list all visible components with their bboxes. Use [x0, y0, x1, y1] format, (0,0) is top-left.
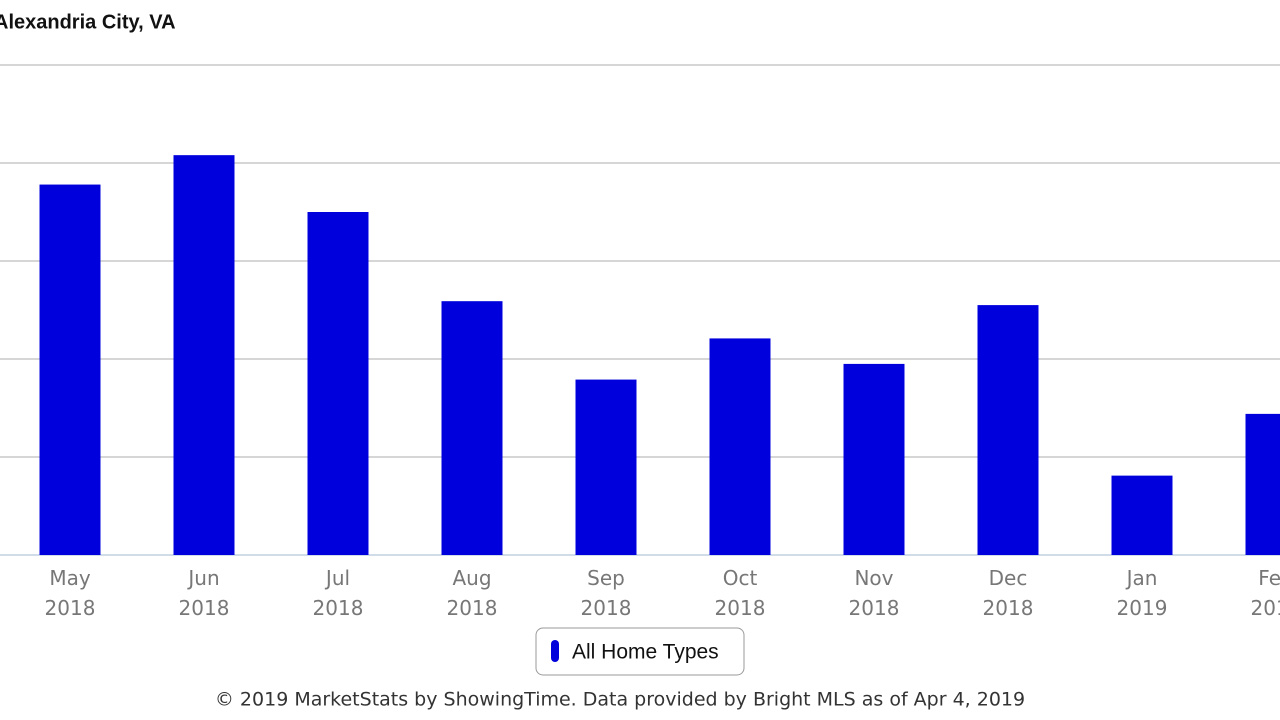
x-tick-label: Sep 2018 — [581, 566, 632, 620]
legend-swatch — [551, 640, 559, 662]
x-labels: May 2018 Jun 2018 Jul 2018 Aug 2018 Sep 2018 Oct 20… — [45, 566, 1280, 620]
bars — [39, 155, 1280, 555]
bar — [977, 305, 1039, 555]
bar — [441, 301, 503, 555]
x-tick-label: Jul 2018 — [313, 566, 364, 620]
bar — [1245, 413, 1280, 555]
x-tick-label: Jun 2018 — [179, 566, 230, 620]
x-tick-label: Oct 2018 — [715, 566, 766, 620]
bar — [843, 363, 905, 555]
bar — [709, 338, 771, 555]
bar — [1111, 475, 1173, 555]
x-tick-label: May 2018 — [45, 566, 96, 620]
legend-label: All Home Types — [572, 641, 719, 664]
x-tick-label: Nov 2018 — [849, 566, 900, 620]
chart-title: Alexandria City, VA — [0, 11, 176, 33]
bar — [39, 184, 101, 555]
bar — [173, 155, 235, 555]
bar — [307, 212, 369, 555]
x-tick-label: Aug 2018 — [447, 566, 498, 620]
x-tick-label: Feb2019 — [1251, 566, 1280, 620]
legend-box — [535, 627, 745, 676]
x-tick-label: Dec 2018 — [983, 566, 1034, 620]
x-tick-label: Jan 2019 — [1117, 566, 1168, 620]
legend: All Home Types — [551, 640, 719, 664]
source-note: © 2019 MarketStats by ShowingTime. Data … — [215, 689, 1025, 711]
bar — [575, 379, 637, 555]
